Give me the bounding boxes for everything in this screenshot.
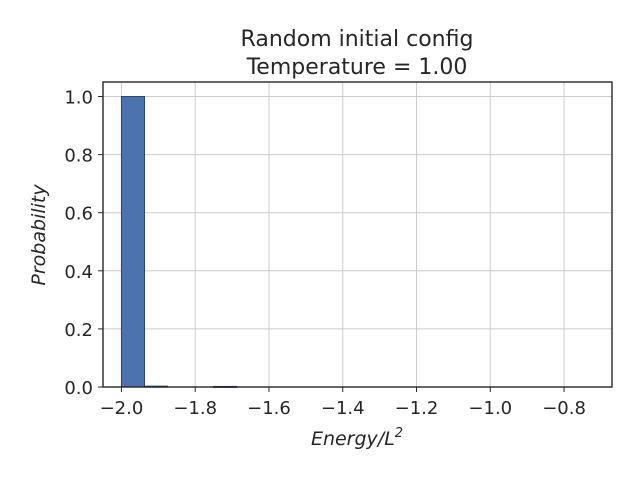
y-tick-label: 1.0 xyxy=(64,88,93,109)
x-tick-label: −1.0 xyxy=(468,398,512,419)
x-tick-label: −0.8 xyxy=(542,398,586,419)
histogram-bars xyxy=(120,96,238,388)
grid-lines xyxy=(103,82,612,388)
y-tick-label: 0.0 xyxy=(64,378,93,399)
y-tick-label: 0.6 xyxy=(64,204,93,225)
x-axis-label-text: Energy/L xyxy=(311,428,395,450)
x-tick-label: −2.0 xyxy=(100,398,144,419)
x-tick-label: −1.6 xyxy=(247,398,291,419)
axis-ticks: −2.0 −1.8 −1.6 −1.4 −1.2 −1.0 −0.8 0.0 0.2 0.4 0.6… xyxy=(64,88,586,419)
x-tick-label: −1.8 xyxy=(173,398,217,419)
y-tick-label: 0.2 xyxy=(64,320,93,341)
x-tick-label: −1.2 xyxy=(395,398,439,419)
x-tick-label: −1.4 xyxy=(321,398,365,419)
histogram-bar xyxy=(120,96,145,388)
y-tick-label: 0.8 xyxy=(64,146,93,167)
x-axis-label: Energy/L2 xyxy=(311,426,403,450)
y-axis-label: Probability xyxy=(28,184,50,286)
y-tick-label: 0.4 xyxy=(64,262,93,283)
x-axis-label-superscript: 2 xyxy=(395,426,403,441)
plot-frame xyxy=(102,81,613,388)
chart-title-line-1: Random initial config xyxy=(241,27,474,52)
chart-title-line-2: Temperature = 1.00 xyxy=(246,55,468,80)
